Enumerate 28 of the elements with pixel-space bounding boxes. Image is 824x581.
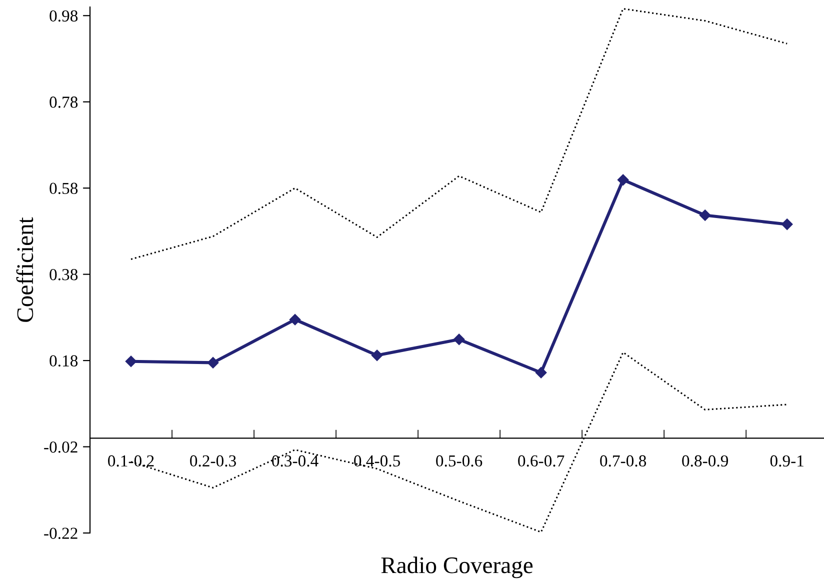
x-tick-label: 0.5-0.6 <box>436 455 482 467</box>
x-axis-title: Radio Coverage <box>381 556 533 578</box>
x-tick-label: 0.9-1 <box>770 455 804 467</box>
y-axis-title: Coefficient <box>16 217 34 322</box>
x-tick-label: 0.1-0.2 <box>108 455 154 467</box>
y-tick-label: 0.98 <box>50 10 78 22</box>
y-tick-label: -0.22 <box>44 528 78 540</box>
point <box>617 174 629 186</box>
y-tick-label: 0.78 <box>50 96 78 108</box>
point <box>453 334 465 346</box>
x-tick-label: 0.7-0.8 <box>600 455 646 467</box>
point <box>289 314 301 326</box>
line-series <box>130 8 788 260</box>
point <box>699 210 711 221</box>
point <box>207 357 219 368</box>
x-tick-label: 0.3-0.4 <box>272 455 318 467</box>
x-tick-label: 0.8-0.9 <box>682 455 728 467</box>
y-tick-label: 0.18 <box>50 355 78 367</box>
point <box>781 218 793 230</box>
x-tick-label: 0.4-0.5 <box>354 455 400 467</box>
point <box>535 367 547 378</box>
y-tick-label: 0.38 <box>50 269 78 280</box>
y-tick-label: -0.02 <box>44 441 78 453</box>
y-tick-label: 0.58 <box>50 182 78 194</box>
point <box>125 356 137 368</box>
point <box>371 350 383 361</box>
x-tick-label: 0.6-0.7 <box>518 455 564 467</box>
x-tick-label: 0.2-0.3 <box>190 455 236 467</box>
